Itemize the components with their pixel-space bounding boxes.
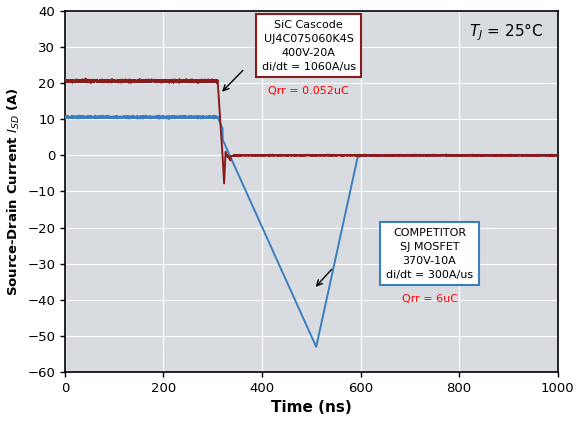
Text: COMPETITOR
SJ MOSFET
370V-10A
di/dt = 300A/us: COMPETITOR SJ MOSFET 370V-10A di/dt = 30… bbox=[386, 227, 473, 280]
Text: Qrr = 6uC: Qrr = 6uC bbox=[401, 294, 458, 304]
Y-axis label: Source-Drain Current $I_{SD}$ (A): Source-Drain Current $I_{SD}$ (A) bbox=[6, 87, 21, 296]
Text: Qrr = 0.052uC: Qrr = 0.052uC bbox=[269, 86, 349, 96]
X-axis label: Time (ns): Time (ns) bbox=[271, 400, 351, 416]
Text: $T_J$ = 25°C: $T_J$ = 25°C bbox=[469, 21, 543, 43]
Text: SiC Cascode
UJ4C075060K4S
400V-20A
di/dt = 1060A/us: SiC Cascode UJ4C075060K4S 400V-20A di/dt… bbox=[262, 20, 356, 72]
